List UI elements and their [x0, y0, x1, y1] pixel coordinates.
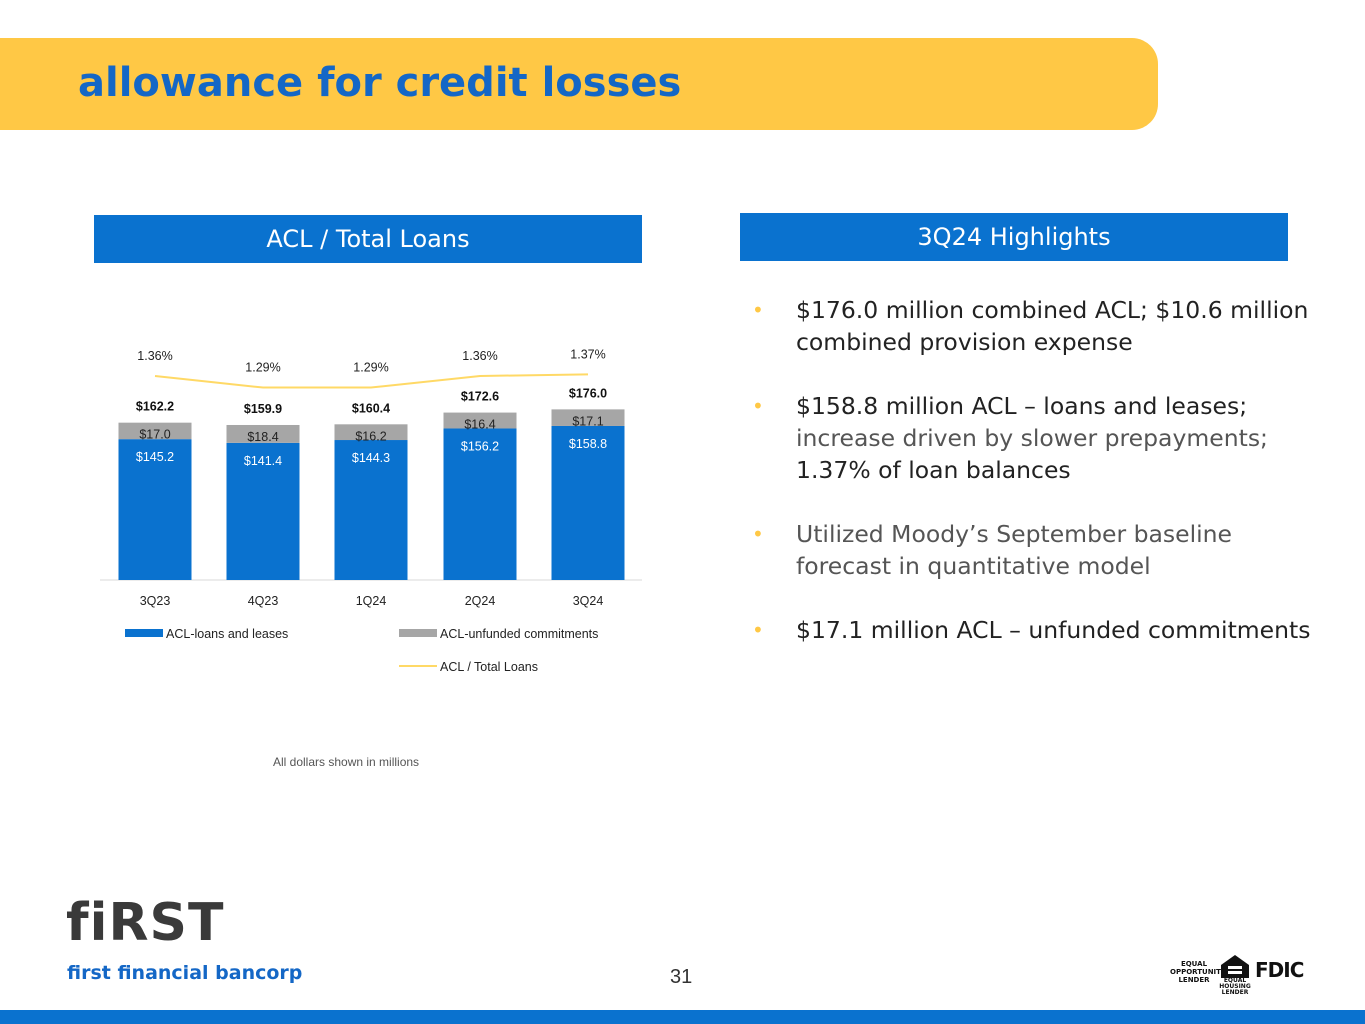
highlight-text: $158.8 million ACL – loans and leases;: [796, 392, 1248, 420]
data-label-unfunded: $17.1: [572, 414, 603, 428]
data-label-unfunded: $18.4: [247, 430, 278, 444]
bar-acl-unfunded: [226, 424, 300, 443]
x-tick-label: 4Q23: [248, 594, 279, 608]
data-label-ratio: 1.29%: [353, 361, 388, 375]
highlight-text: $17.1 million ACL – unfunded commitments: [796, 616, 1311, 644]
highlight-item: • $158.8 million ACL – loans and leases;…: [752, 390, 1312, 486]
ratio-line: [154, 373, 589, 389]
data-label-loans: $144.3: [352, 451, 390, 465]
equal-opportunity-lender-badge: EQUAL OPPORTUNITY LENDER: [1170, 960, 1227, 984]
data-label-loans: $145.2: [136, 450, 174, 464]
highlight-text: Utilized Moody’s September baseline fore…: [796, 520, 1233, 580]
bar-acl-loans: [334, 440, 408, 580]
data-label-total: $162.2: [136, 400, 174, 414]
data-label-unfunded: $17.0: [139, 428, 170, 442]
data-label-ratio: 1.37%: [570, 347, 605, 361]
bar-acl-loans: [443, 428, 517, 580]
x-tick-label: 3Q24: [573, 594, 604, 608]
x-tick-label: 1Q24: [356, 594, 387, 608]
bottom-bar: [0, 1010, 1365, 1024]
bullet-dot-icon: •: [752, 394, 764, 418]
equal-housing-lender-badge: EQUAL HOUSING LENDER: [1219, 977, 1251, 996]
bar-acl-unfunded: [334, 424, 408, 441]
bar-acl-loans: [118, 439, 192, 580]
legend-label-loans: ACL-loans and leases: [166, 627, 288, 641]
data-label-total: $160.4: [352, 401, 390, 415]
bar-acl-unfunded: [118, 422, 192, 440]
data-label-total: $172.6: [461, 390, 499, 404]
acl-stacked-bar-chart: $145.2 $17.0 $162.2 1.36% 3Q23 $141.4 $18.4 $15…: [100, 347, 642, 674]
slide-title: allowance for credit losses: [78, 60, 682, 106]
data-label-unfunded: $16.4: [464, 418, 495, 432]
first-logo-wordmark: fiRST: [66, 893, 225, 953]
highlight-text-secondary: increase driven by slower prepayments;: [796, 424, 1268, 452]
bullet-dot-icon: •: [752, 618, 764, 642]
fdic-logo: FDIC: [1255, 958, 1304, 982]
data-label-ratio: 1.36%: [137, 349, 172, 363]
data-label-loans: $156.2: [461, 439, 499, 453]
bullet-dot-icon: •: [752, 522, 764, 546]
x-tick-label: 3Q23: [140, 594, 171, 608]
highlight-item: • $176.0 million combined ACL; $10.6 mil…: [752, 294, 1312, 358]
legend-label-unfunded: ACL-unfunded commitments: [440, 627, 598, 641]
data-label-unfunded: $16.2: [355, 429, 386, 443]
data-label-ratio: 1.36%: [462, 349, 497, 363]
legend-label-ratio: ACL / Total Loans: [440, 660, 538, 674]
data-label-loans: $141.4: [244, 454, 282, 468]
highlight-text-tail: 1.37% of loan balances: [796, 456, 1071, 484]
page-number: 31: [670, 966, 693, 988]
highlight-item: • $17.1 million ACL – unfunded commitmen…: [752, 614, 1312, 646]
highlights-panel-header: 3Q24 Highlights: [740, 213, 1288, 261]
bar-acl-loans: [551, 425, 625, 580]
legend-swatch-loans: [125, 629, 163, 637]
data-label-ratio: 1.29%: [245, 361, 280, 375]
highlight-text: $176.0 million combined ACL; $10.6 milli…: [796, 296, 1309, 356]
data-label-loans: $158.8: [569, 437, 607, 451]
bar-acl-loans: [226, 442, 300, 580]
highlight-item: • Utilized Moody’s September baseline fo…: [752, 518, 1312, 582]
data-label-total: $176.0: [569, 386, 607, 400]
legend-swatch-unfunded: [399, 629, 437, 637]
bullet-dot-icon: •: [752, 298, 764, 322]
title-banner: [0, 38, 1158, 130]
highlights-list: • $176.0 million combined ACL; $10.6 mil…: [752, 294, 1312, 678]
chart-panel-header: ACL / Total Loans: [94, 215, 642, 263]
equal-housing-icon: [1221, 955, 1249, 978]
company-name: first financial bancorp: [67, 962, 303, 984]
x-tick-label: 2Q24: [465, 594, 496, 608]
data-label-total: $159.9: [244, 402, 282, 416]
bar-acl-unfunded: [443, 412, 517, 429]
bar-acl-unfunded: [551, 409, 625, 426]
units-note: All dollars shown in millions: [273, 755, 420, 769]
